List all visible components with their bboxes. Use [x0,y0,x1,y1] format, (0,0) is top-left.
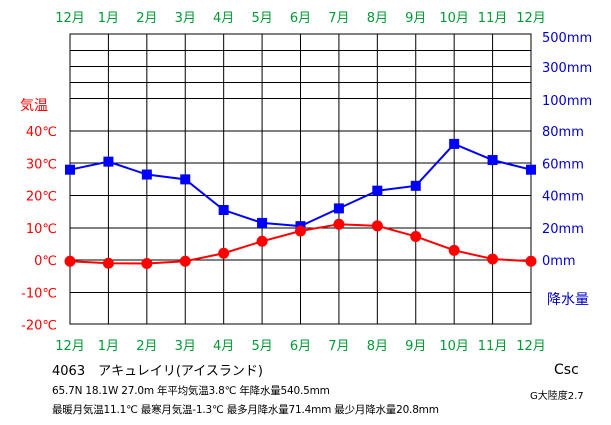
precipitation-tick-label: 80mm [542,125,584,140]
precipitation-axis-ticks: 500mm 300mm 100mm 80mm 60mm 40mm 20mm 0mm [542,31,592,269]
bottom-month-label: 6月 [290,339,311,354]
top-month-label: 7月 [328,11,349,26]
temperature-point [487,253,499,265]
temperature-tick-label: 20℃ [26,190,57,205]
precipitation-tick-label: 100mm [542,94,592,109]
continentality-index: G大陸度2.7 [530,391,584,402]
precipitation-point [257,217,268,228]
temperature-point [525,255,537,267]
precipitation-tick-label: 300mm [542,61,592,76]
temperature-series [64,218,537,270]
temperature-tick-label: 30℃ [26,157,57,172]
bottom-month-label: 2月 [136,339,157,354]
temperature-tick-label: 0℃ [34,254,57,269]
temperature-tick-label: -20℃ [21,319,57,334]
temperature-point [410,230,422,242]
precipitation-point [333,203,344,214]
precipitation-point [410,180,421,191]
precipitation-point [372,185,383,196]
climate-classification: Csc [554,362,579,378]
bottom-month-label: 7月 [328,339,349,354]
top-month-label: 12月 [516,11,546,26]
precipitation-point [218,205,229,216]
precipitation-point [526,164,536,175]
temperature-point [64,255,76,267]
precipitation-tick-label: 0mm [542,254,576,269]
temperature-point [371,220,383,232]
top-month-label: 11月 [478,11,508,26]
precipitation-point [103,156,114,167]
temperature-axis-label: 気温 [20,98,48,114]
precipitation-tick-label: 500mm [542,31,592,46]
precipitation-tick-label: 60mm [542,157,584,172]
temperature-axis-ticks: 40℃ 30℃ 20℃ 10℃ 0℃ -10℃ -20℃ [21,125,57,334]
temperature-tick-label: -10℃ [21,286,57,301]
bottom-month-labels: 12月 1月 2月 3月 4月 5月 6月 7月 8月 9月 10月 11月 12月 [55,339,546,354]
precipitation-tick-label: 40mm [542,190,584,205]
temperature-point [256,235,268,247]
station-stats-line1: 65.7N 18.1W 27.0m 年平均気温3.8℃ 年降水量540.5mm [52,385,330,397]
top-month-label: 12月 [55,11,85,26]
top-month-label: 1月 [98,11,119,26]
top-month-label: 8月 [367,11,388,26]
temperature-point [333,218,345,230]
bottom-month-label: 9月 [405,339,426,354]
top-month-label: 4月 [213,11,234,26]
top-month-label: 9月 [405,11,426,26]
bottom-month-label: 12月 [516,339,546,354]
top-month-labels: 12月 1月 2月 3月 4月 5月 6月 7月 8月 9月 10月 11月 12月 [55,11,546,26]
temperature-tick-label: 40℃ [26,125,57,140]
precipitation-point [141,169,152,180]
station-name: 4063 アキュレイリ(アイスランド) [52,364,263,379]
temperature-point [179,255,191,267]
grid-lines [69,33,532,325]
temperature-tick-label: 10℃ [26,222,57,237]
top-month-label: 3月 [175,11,196,26]
temperature-point [295,225,306,237]
precipitation-point [449,138,460,149]
bottom-month-label: 4月 [213,339,234,354]
bottom-month-label: 1月 [98,339,119,354]
temperature-point [102,257,114,269]
top-month-label: 2月 [136,11,157,26]
precipitation-tick-label: 20mm [542,222,584,237]
bottom-month-label: 11月 [478,339,508,354]
precipitation-point [65,164,75,175]
bottom-month-label: 10月 [439,339,469,354]
top-month-label: 6月 [290,11,311,26]
precipitation-point [487,155,498,166]
bottom-month-label: 5月 [251,339,272,354]
precipitation-axis-label: 降水量 [547,292,589,308]
top-month-label: 10月 [439,11,469,26]
bottom-month-label: 8月 [367,339,388,354]
station-stats-line2: 最暖月気温11.1℃ 最寒月気温-1.3℃ 最多月降水量71.4mm 最少月降水… [52,404,439,416]
temperature-point [218,247,230,259]
temperature-point [141,258,153,270]
bottom-month-label: 3月 [175,339,196,354]
bottom-month-label: 12月 [55,339,85,354]
precipitation-point [180,174,191,185]
top-month-label: 5月 [251,11,272,26]
temperature-point [448,244,460,256]
